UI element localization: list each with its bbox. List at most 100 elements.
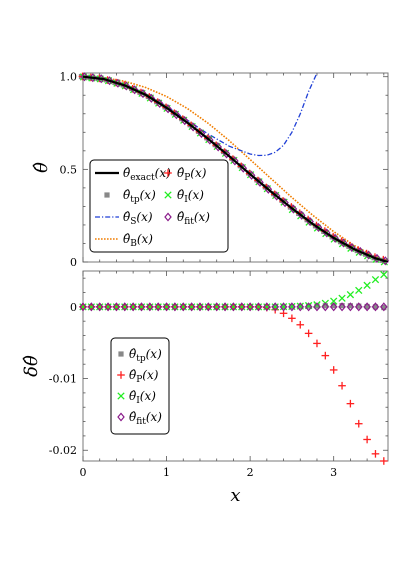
top-frame: [82, 72, 389, 263]
legend-item-tp: θ̂tp(x): [118, 347, 162, 364]
point-fit: [313, 302, 321, 312]
point-I: [380, 271, 388, 279]
legend-label-fit: θ̂fit(x): [177, 210, 210, 227]
point-fit: [137, 302, 146, 312]
point-I: [87, 303, 96, 311]
point-tp: [356, 303, 362, 309]
point-I: [129, 303, 137, 311]
point-I: [96, 303, 104, 311]
point-P: [313, 339, 321, 348]
point-fit: [171, 302, 179, 312]
legend-swatch-tp: [104, 192, 110, 198]
series-fit: [79, 302, 388, 312]
point-fit: [212, 302, 221, 312]
point-fit: [254, 302, 263, 312]
point-fit: [221, 302, 229, 312]
legend-label-P: θ̂P(x): [177, 166, 207, 183]
point-fit: [329, 302, 338, 312]
point-P: [346, 399, 355, 408]
legend-label-tp: θ̂tp(x): [129, 347, 162, 364]
point-fit: [104, 302, 112, 312]
bottom-legend-box: [110, 337, 170, 435]
bottom-y-tick-label: -0.02: [49, 444, 77, 457]
point-I: [121, 303, 129, 311]
legend-label-tp: θ̂tp(x): [123, 188, 156, 205]
point-I: [229, 303, 238, 311]
point-tp: [372, 304, 379, 310]
legend-item-I: θ̂I(x): [164, 188, 204, 205]
legend-item-P: θ̂P(x): [117, 368, 159, 385]
point-tp: [339, 302, 345, 309]
point-P: [371, 450, 380, 458]
legend-item-P: θ̂P(x): [164, 166, 207, 183]
legend-item-fit: θ̂fit(x): [164, 210, 210, 227]
point-I: [146, 303, 154, 311]
bottom-y-axis-label: δθ̂: [21, 355, 42, 377]
curve-S: [83, 73, 318, 157]
point-tp: [314, 303, 320, 309]
point-I: [346, 291, 355, 299]
point-I: [313, 301, 321, 309]
point-fit: [371, 302, 380, 312]
bottom-y-tick-label: 0: [70, 301, 77, 314]
legend-swatch-I: [117, 392, 125, 400]
point-I: [363, 281, 371, 289]
point-fit: [112, 302, 121, 312]
point-I: [263, 303, 271, 311]
curve-exact: [83, 75, 388, 262]
bottom-legend: θ̂tp(x) θ̂P(x) θ̂I(x) θ̂fit(x): [110, 337, 170, 435]
point-P: [354, 419, 363, 428]
x-tick-label: 0: [80, 466, 87, 479]
point-fit: [229, 302, 238, 312]
legend-label-B: θ̂B(x): [123, 232, 153, 249]
legend-label-P: θ̂P(x): [129, 368, 159, 385]
x-tick-label: 1: [163, 466, 170, 479]
point-fit: [187, 302, 196, 312]
point-I: [154, 303, 162, 311]
legend-swatch-tp: [118, 351, 124, 357]
point-fit: [346, 302, 355, 312]
point-fit: [179, 302, 188, 312]
point-tp: [381, 304, 387, 311]
point-I: [162, 303, 171, 311]
point-P: [363, 435, 371, 444]
top-legend-box: [89, 159, 229, 253]
point-I: [196, 303, 204, 311]
point-fit: [271, 302, 279, 312]
point-fit: [380, 302, 388, 312]
point-fit: [363, 302, 371, 312]
point-tp: [347, 303, 353, 309]
point-I: [355, 286, 363, 295]
point-I: [271, 303, 279, 311]
point-I: [187, 303, 196, 311]
top-legend: θ̂exact(x) θ̂tp(x) θ̂S(x) θ̂B(x) θ̂P(x) θ̂I(x…: [89, 159, 229, 253]
point-P: [380, 457, 388, 465]
point-fit: [354, 302, 363, 312]
marker-fit: [80, 72, 89, 82]
x-tick-label: 3: [330, 466, 337, 479]
legend-item-I: θ̂I(x): [117, 389, 156, 406]
point-fit: [246, 302, 254, 312]
point-fit: [95, 302, 104, 312]
point-I: [238, 303, 246, 311]
point-fit: [146, 302, 154, 312]
legend-swatch-fit: [164, 212, 172, 222]
legend-label-fit: θ̂fit(x): [129, 410, 162, 427]
point-fit: [129, 302, 137, 312]
top-y-tick-label: 1.0: [60, 71, 78, 84]
point-P: [288, 314, 296, 323]
point-I: [213, 303, 221, 311]
point-I: [104, 303, 112, 311]
point-fit: [296, 302, 305, 312]
point-I: [338, 294, 346, 302]
top-y-tick-label: 0: [70, 256, 77, 269]
point-P: [329, 366, 338, 374]
point-I: [79, 303, 87, 311]
point-tp: [331, 303, 337, 309]
point-I: [371, 275, 380, 284]
legend-swatch-fit: [117, 412, 125, 422]
point-I: [171, 303, 179, 311]
point-P: [321, 351, 330, 360]
point-P: [304, 329, 313, 338]
